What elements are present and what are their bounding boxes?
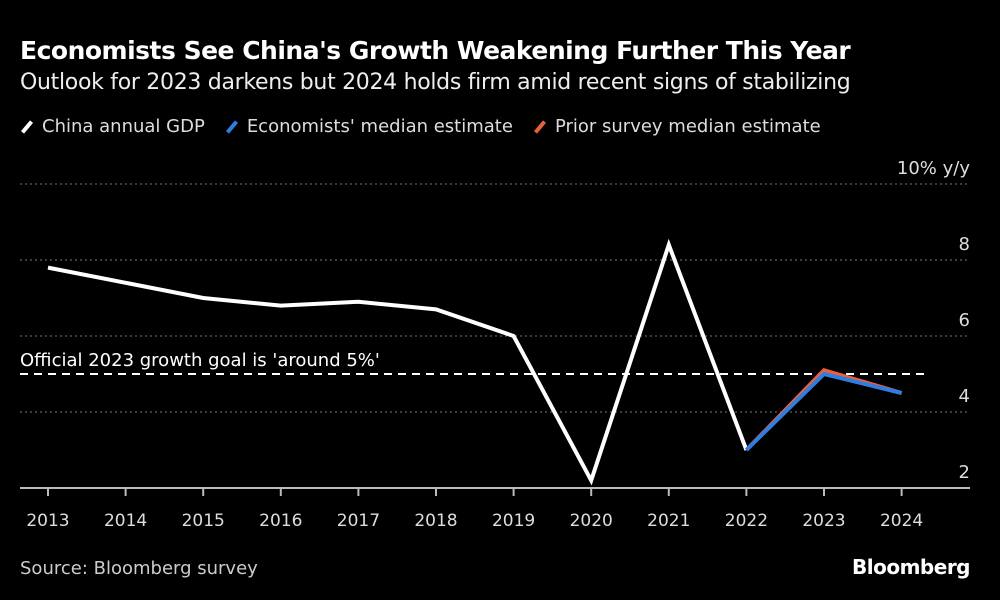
goal-annotation: Official 2023 growth goal is 'around 5%'	[20, 350, 380, 371]
y-tick-label: 8	[959, 234, 970, 255]
bloomberg-logo: Bloomberg	[852, 555, 970, 579]
x-tick-label: 2023	[802, 511, 845, 531]
legend-item: China annual GDP	[20, 116, 205, 137]
x-tick-label: 2015	[182, 511, 225, 531]
x-tick-label: 2016	[259, 511, 302, 531]
series-line-prior-survey-median-estimate	[744, 367, 903, 452]
legend-label: China annual GDP	[42, 116, 205, 137]
x-tick-label: 2020	[570, 511, 613, 531]
y-tick-label: 10% y/y	[897, 158, 970, 179]
x-tick-label: 2024	[880, 511, 923, 531]
chart-subtitle: Outlook for 2023 darkens but 2024 holds …	[20, 70, 851, 95]
x-tick-label: 2019	[492, 511, 535, 531]
source-note: Source: Bloomberg survey	[20, 558, 258, 579]
x-tick-label: 2021	[647, 511, 690, 531]
y-tick-label: 2	[959, 462, 970, 483]
series-line-china-annual-gdp	[47, 238, 749, 486]
x-tick-label: 2022	[725, 511, 768, 531]
legend-item: Economists' median estimate	[225, 116, 513, 137]
y-tick-label: 4	[959, 386, 970, 407]
x-tick-label: 2018	[414, 511, 457, 531]
chart-title: Economists See China's Growth Weakening …	[20, 36, 851, 65]
legend: China annual GDP Economists' median estim…	[20, 116, 821, 137]
x-tick-label: 2014	[104, 511, 147, 531]
y-tick-label: 6	[959, 310, 970, 331]
legend-label: Economists' median estimate	[246, 116, 513, 137]
x-tick-label: 2017	[337, 511, 380, 531]
legend-label: Prior survey median estimate	[554, 116, 821, 137]
series-line-economists-median-estimate	[745, 371, 903, 452]
legend-item: Prior survey median estimate	[533, 116, 821, 137]
x-tick-label: 2013	[26, 511, 69, 531]
